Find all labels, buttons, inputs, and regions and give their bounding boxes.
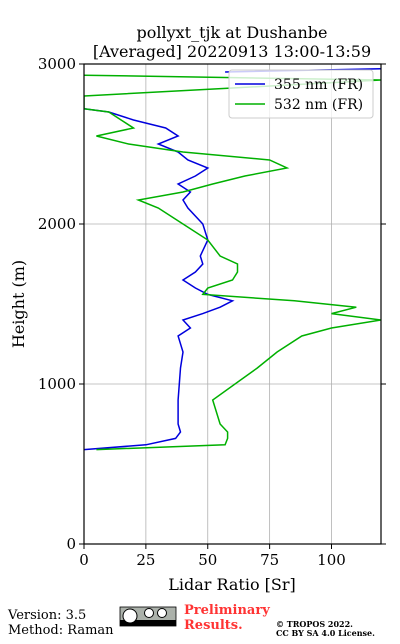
legend-label: 355 nm (FR) [274, 77, 363, 93]
profile-line [84, 68, 381, 451]
copyright: © TROPOS 2022. [276, 619, 353, 629]
license: CC BY SA 4.0 License. [276, 628, 375, 638]
y-tick-label: 3000 [38, 55, 76, 73]
legend-label: 532 nm (FR) [274, 97, 363, 113]
x-tick-label: 50 [198, 551, 217, 569]
plot-frame [83, 63, 382, 545]
chart-title: pollyxt_tjk at Dushanbe [136, 23, 327, 42]
version: Version: 3.5 [7, 608, 86, 623]
cc-logo [119, 606, 177, 627]
legend: 355 nm (FR) 532 nm (FR) [228, 69, 374, 119]
y-tick-label: 2000 [38, 215, 76, 233]
x-tick-label: 100 [317, 551, 346, 569]
plot-area [83, 63, 381, 545]
chart-subtitle: [Averaged] 20220913 13:00-13:59 [93, 42, 371, 61]
x-axis-label: Lidar Ratio [Sr] [168, 575, 296, 594]
x-tick-label: 25 [136, 551, 155, 569]
profile-line [84, 74, 381, 451]
y-axis-label: Height (m) [9, 260, 28, 348]
method: Method: Raman [8, 623, 114, 638]
legend-box [228, 69, 374, 119]
y-tick-label: 1000 [38, 375, 76, 393]
y-tick-label: 0 [66, 535, 76, 553]
x-tick-label: 0 [79, 551, 89, 569]
x-tick-label: 75 [260, 551, 279, 569]
status-line: Preliminary Results. [184, 603, 270, 633]
